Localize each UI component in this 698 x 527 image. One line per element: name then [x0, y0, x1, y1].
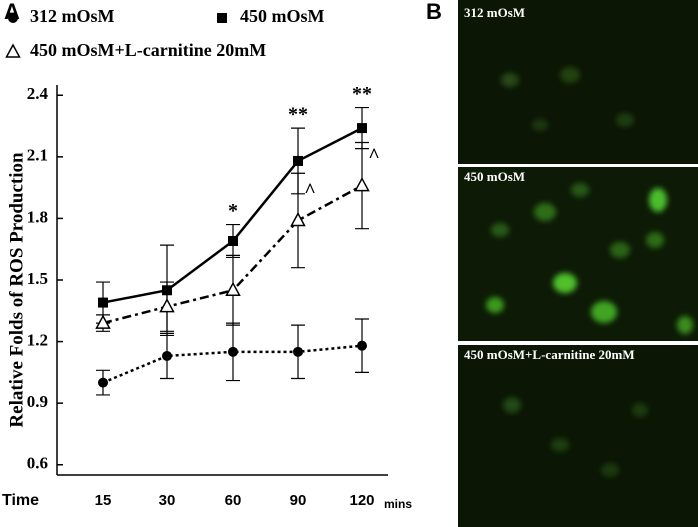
- legend-label: 450 mOsM: [240, 6, 325, 26]
- x-axis-unit: mins: [384, 497, 412, 511]
- micrographs: [458, 0, 698, 527]
- y-tick-label: 1.5: [27, 269, 48, 288]
- legend-label: 312 mOsM: [30, 6, 115, 26]
- x-tick-label: 15: [95, 492, 112, 509]
- y-tick-label: 2.4: [27, 84, 49, 103]
- micrograph: [458, 345, 698, 527]
- data-point: [225, 281, 241, 297]
- x-axis-label: Time: [2, 492, 39, 509]
- data-point: [354, 177, 370, 192]
- micrograph: [458, 0, 698, 164]
- data-point: [162, 350, 172, 361]
- legend-marker: [5, 43, 21, 58]
- y-tick-label: 1.8: [27, 207, 48, 226]
- image-label: 450 mOsM+L-carnitine 20mM: [464, 347, 635, 362]
- annotation: *: [228, 200, 238, 222]
- data-point: [98, 377, 108, 388]
- data-point: [95, 314, 111, 329]
- image-label: 450 mOsM: [464, 169, 525, 184]
- data-point: [228, 236, 238, 246]
- data-point: [98, 297, 108, 308]
- data-point: [159, 298, 175, 313]
- data-point: [290, 211, 306, 227]
- data-point: [357, 123, 367, 134]
- data-point: [293, 346, 303, 357]
- legend-marker: [217, 13, 227, 23]
- x-tick-label: 60: [225, 492, 242, 509]
- y-tick-label: 0.6: [27, 454, 48, 473]
- cells: [486, 67, 693, 477]
- data-point: [357, 340, 367, 351]
- annotation: ^: [304, 180, 316, 202]
- panel-letter: B: [426, 0, 442, 24]
- y-axis-label: Relative Folds of ROS Production: [6, 152, 27, 428]
- image-label: 312 mOsM: [464, 5, 525, 20]
- data-point: [293, 155, 303, 166]
- annotation: **: [288, 104, 308, 126]
- data-point: [228, 346, 238, 357]
- y-tick-label: 2.1: [27, 146, 48, 165]
- annotation: **: [352, 83, 372, 105]
- x-tick-label: 90: [290, 492, 307, 509]
- x-tick-label: 120: [349, 492, 374, 509]
- legend-marker: [8, 13, 18, 23]
- x-tick-label: 30: [159, 492, 176, 509]
- annotation: ^: [368, 145, 380, 167]
- legend-label: 450 mOsM+L-carnitine 20mM: [30, 40, 266, 60]
- y-tick-label: 1.2: [27, 330, 48, 349]
- y-tick-label: 0.9: [27, 392, 48, 411]
